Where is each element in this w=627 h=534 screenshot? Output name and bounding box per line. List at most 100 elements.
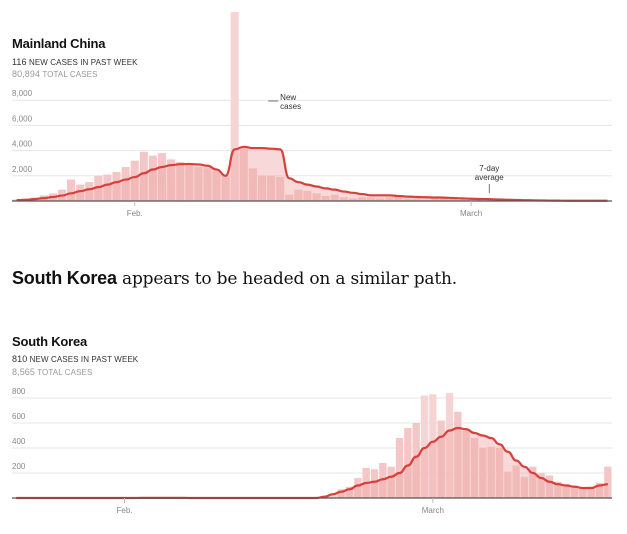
daily-cases-bar — [404, 428, 412, 498]
daily-cases-bar — [148, 155, 157, 201]
y-tick-label: 800 — [12, 387, 26, 396]
daily-cases-bar — [267, 175, 276, 201]
daily-cases-bar — [457, 199, 467, 201]
daily-cases-bar — [330, 194, 339, 201]
daily-cases-bar — [562, 484, 570, 498]
total-cases-stat: 8,565 TOTAL CASES — [12, 367, 92, 377]
daily-cases-bar — [294, 189, 303, 201]
x-tick-label: Feb. — [116, 506, 132, 515]
daily-cases-bar — [512, 465, 520, 498]
total-cases-value: 80,894 — [12, 69, 41, 79]
daily-cases-bar — [339, 197, 348, 201]
y-tick-label: 600 — [12, 412, 26, 421]
daily-cases-bar — [476, 199, 485, 201]
x-tick-label: Feb. — [127, 209, 143, 218]
daily-cases-bar — [479, 448, 487, 498]
daily-cases-bar — [395, 438, 404, 498]
new-cases-stat: 116 NEW CASES IN PAST WEEK — [12, 57, 138, 67]
daily-cases-bar — [376, 198, 385, 201]
daily-cases-bar — [579, 488, 587, 498]
daily-cases-bar — [285, 194, 294, 201]
daily-cases-bar — [412, 423, 420, 498]
y-tick-label: 8,000 — [12, 89, 33, 98]
daily-cases-bar — [595, 483, 604, 498]
total-cases-value: 8,565 — [12, 367, 36, 377]
daily-cases-bar — [604, 466, 612, 498]
daily-cases-bar — [495, 448, 504, 498]
y-tick-label: 400 — [12, 437, 26, 446]
daily-cases-bar — [394, 195, 403, 201]
daily-cases-bar — [103, 174, 112, 201]
headline: South Korea appears to be headed on a si… — [12, 268, 457, 289]
daily-cases-bar — [370, 469, 379, 498]
daily-cases-bar — [130, 160, 139, 201]
daily-cases-bar — [212, 170, 221, 201]
daily-cases-bar — [203, 168, 212, 201]
x-tick-label: March — [422, 506, 444, 515]
daily-cases-bar — [367, 197, 376, 201]
daily-cases-bar — [139, 151, 148, 201]
x-tick-label: March — [460, 209, 482, 218]
daily-cases-bar — [385, 197, 394, 201]
y-tick-label: 4,000 — [12, 140, 33, 149]
daily-cases-bar — [239, 146, 248, 201]
total-cases-label: TOTAL CASES — [42, 70, 98, 79]
daily-cases-bar — [257, 175, 267, 201]
daily-cases-bar — [421, 199, 430, 201]
daily-cases-bar — [485, 199, 494, 201]
daily-cases-bar — [545, 475, 554, 498]
daily-cases-bar — [429, 394, 437, 498]
daily-cases-bar — [230, 12, 239, 201]
average-area — [16, 428, 608, 498]
chart-title: Mainland China — [12, 36, 106, 51]
daily-cases-bar — [345, 486, 354, 498]
daily-cases-bar — [354, 478, 362, 498]
average-area — [16, 146, 608, 201]
new-cases-value: 116 — [12, 57, 27, 67]
daily-cases-bar — [467, 199, 476, 201]
total-cases-stat: 80,894 TOTAL CASES — [12, 69, 98, 79]
daily-cases-bar — [348, 198, 357, 201]
daily-cases-bar — [570, 485, 579, 498]
daily-cases-bar — [587, 486, 595, 498]
china-chart-block: Mainland China 116 NEW CASES IN PAST WEE… — [0, 0, 627, 230]
headline-country: South Korea — [12, 268, 117, 288]
daily-cases-bar — [470, 438, 479, 498]
daily-cases-bar — [157, 153, 167, 201]
daily-cases-bar — [85, 182, 94, 201]
daily-cases-bar — [537, 473, 545, 498]
daily-cases-bar — [520, 476, 529, 498]
daily-cases-bar — [387, 466, 395, 498]
annotation-label: cases — [280, 102, 301, 111]
daily-cases-bar — [462, 430, 470, 498]
daily-cases-bar — [94, 175, 103, 201]
daily-cases-bar — [504, 471, 512, 498]
daily-cases-bar — [412, 198, 421, 201]
total-cases-label: TOTAL CASES — [37, 368, 93, 377]
y-tick-label: 200 — [12, 462, 26, 471]
daily-cases-bar — [379, 463, 387, 498]
annotation-label: average — [475, 173, 504, 182]
daily-cases-bar — [357, 197, 367, 201]
daily-cases-bar — [303, 190, 312, 201]
y-tick-label: 6,000 — [12, 114, 33, 123]
headline-text: appears to be headed on a similar path. — [116, 269, 457, 289]
daily-cases-bar — [176, 161, 185, 201]
daily-cases-bar — [167, 159, 176, 201]
new-cases-label: NEW CASES IN PAST WEEK — [29, 355, 139, 364]
daily-cases-bar — [420, 395, 429, 498]
new-cases-value: 810 — [12, 354, 28, 364]
daily-cases-bar — [437, 420, 445, 498]
daily-cases-bar — [439, 198, 448, 201]
daily-cases-bar — [248, 168, 257, 201]
annotation-label: New — [280, 93, 296, 102]
daily-cases-bar — [194, 166, 203, 201]
daily-cases-bar — [67, 179, 76, 201]
daily-cases-bar — [529, 466, 537, 498]
chart-title: South Korea — [12, 334, 88, 349]
daily-cases-bar — [554, 481, 562, 498]
annotation-label: 7-day — [479, 164, 499, 173]
daily-cases-bar — [121, 166, 130, 201]
